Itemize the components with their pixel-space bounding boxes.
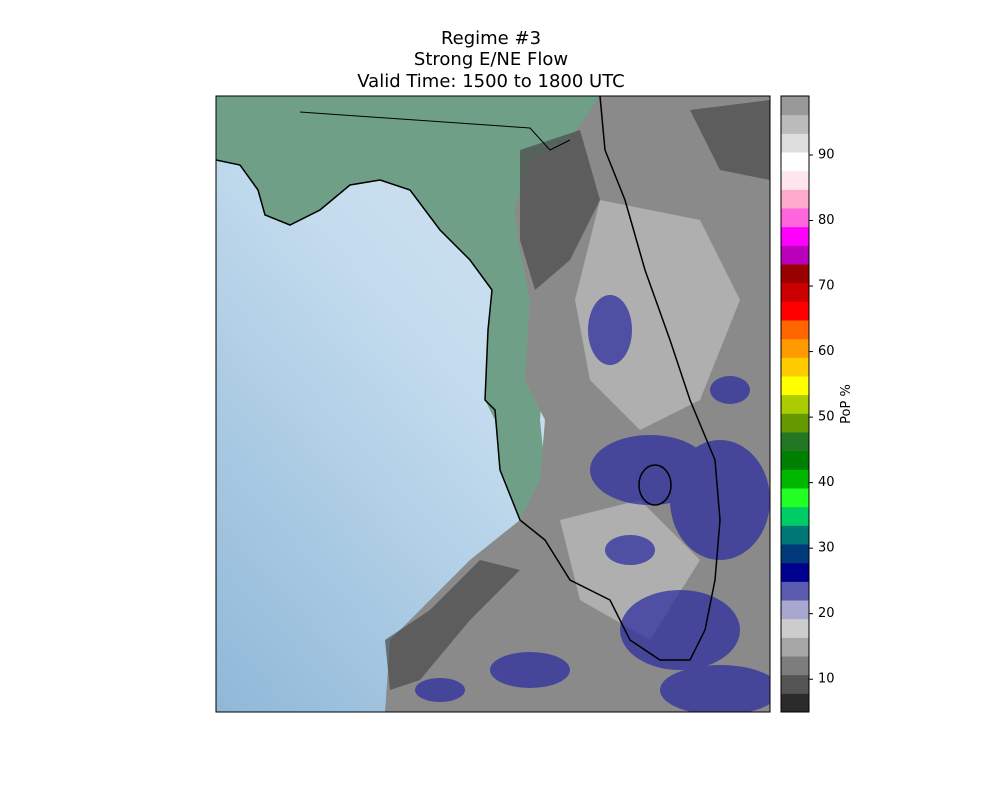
colorbar-segment (781, 320, 809, 340)
colorbar-tick-label: 30 (818, 541, 835, 556)
colorbar-segment (781, 170, 809, 190)
colorbar-segment (781, 432, 809, 452)
colorbar-segment (781, 264, 809, 284)
state-border (299, 111, 571, 151)
colorbar-segment (781, 394, 809, 414)
colorbar-tick-label: 60 (818, 344, 835, 359)
colorbar-segment (781, 693, 809, 713)
colorbar-segment (781, 525, 809, 545)
colorbar-segment (781, 208, 809, 228)
lake (638, 464, 672, 506)
colorbar-segment (781, 226, 809, 246)
colorbar-segment (781, 357, 809, 377)
title-line: Regime #3 (441, 28, 541, 49)
colorbar-segment (781, 301, 809, 321)
colorbar-frame (780, 95, 810, 713)
colorbar-segment (781, 96, 809, 116)
colorbar-segment (781, 562, 809, 582)
colorbar-tick-label: 70 (818, 279, 835, 294)
colorbar-segment (781, 656, 809, 676)
colorbar-segment (781, 488, 809, 508)
colorbar-segment (781, 282, 809, 302)
map (216, 96, 770, 712)
colorbar-segment (781, 450, 809, 470)
colorbar-tick-label: 80 (818, 213, 835, 228)
colorbar-segment (781, 376, 809, 396)
colorbar-segment (781, 600, 809, 620)
colorbar-segment (781, 245, 809, 265)
map-frame (215, 95, 771, 713)
colorbar-segment (781, 674, 809, 694)
colorbar-segment (781, 152, 809, 172)
high-pop-area (415, 295, 770, 712)
colorbar-tick-label: 10 (818, 672, 835, 687)
colorbar-segment (781, 413, 809, 433)
colorbar-label: PoP % (839, 384, 854, 424)
colorbar-segment (781, 581, 809, 601)
rain-area (385, 100, 770, 690)
colorbar-segment (781, 114, 809, 134)
colorbar-segment (781, 544, 809, 564)
colorbar-tick-label: 40 (818, 475, 835, 490)
colorbar-tick-label: 50 (818, 410, 835, 425)
colorbar: 10 20 30 40 50 60 70 80 90 (781, 96, 835, 713)
colorbar-segment (781, 133, 809, 153)
title-line: Valid Time: 1500 to 1800 UTC (357, 71, 624, 92)
colorbar-segment (781, 189, 809, 209)
colorbar-segment (781, 618, 809, 638)
land (216, 96, 610, 530)
colorbar-tick-label: 90 (818, 147, 835, 162)
colorbar-segment (781, 506, 809, 526)
colorbar-tick-label: 20 (818, 606, 835, 621)
colorbar-segment (781, 637, 809, 657)
colorbar-segment (781, 469, 809, 489)
coastline (216, 96, 721, 661)
colorbar-segment (781, 338, 809, 358)
title-line: Strong E/NE Flow (414, 49, 568, 70)
